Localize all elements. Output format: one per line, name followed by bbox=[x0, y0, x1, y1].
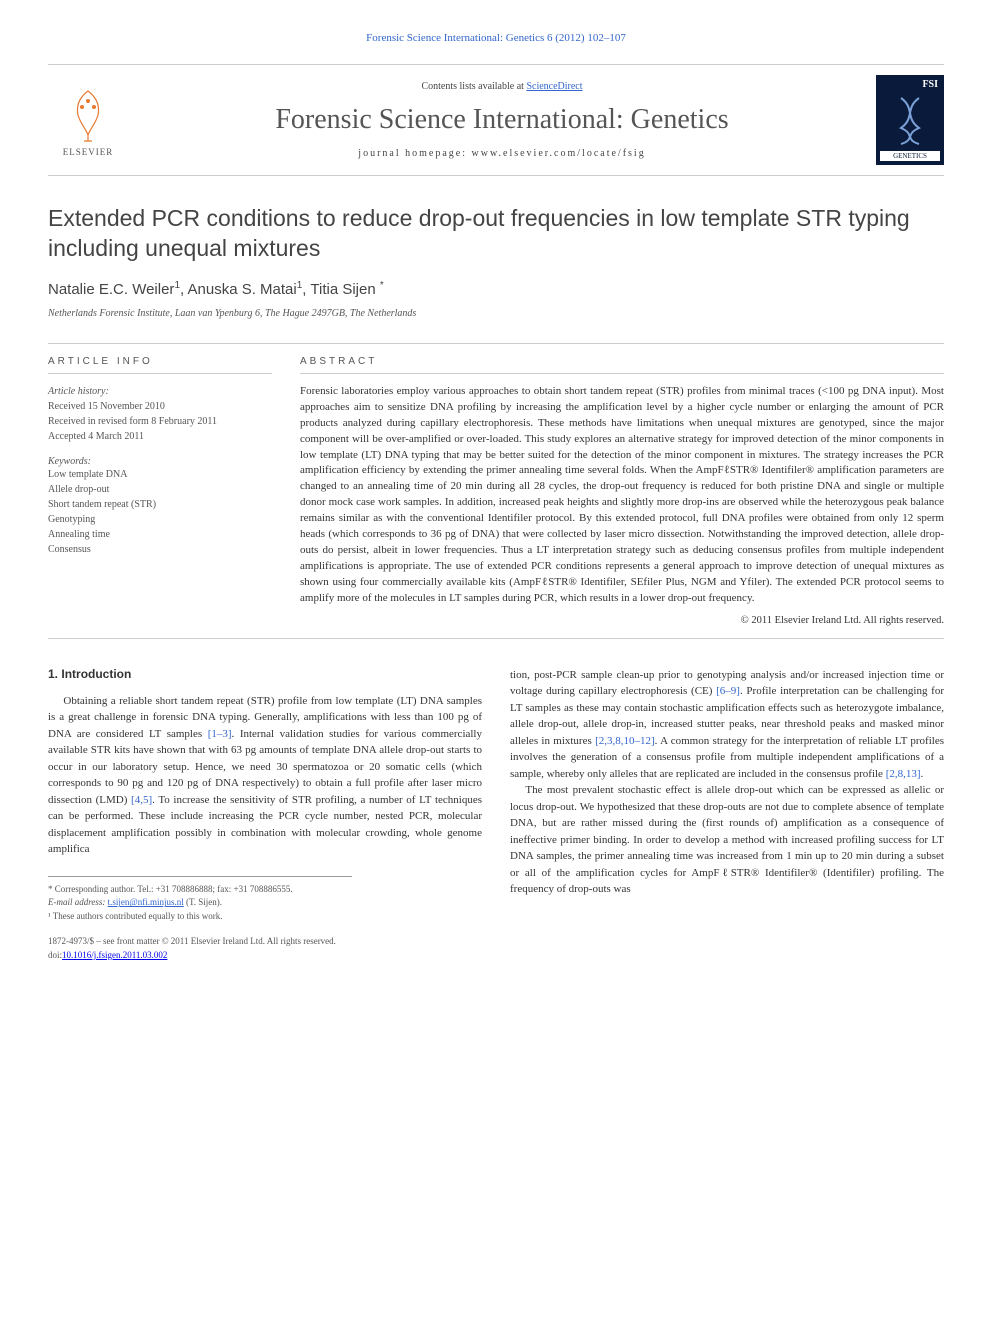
author-3-sup: * bbox=[380, 280, 384, 291]
abstract-heading: ABSTRACT bbox=[300, 356, 944, 374]
info-abstract-row: ARTICLE INFO Article history: Received 1… bbox=[48, 343, 944, 639]
section-heading: 1. Introduction bbox=[48, 667, 482, 681]
history-revised: Received in revised form 8 February 2011 bbox=[48, 414, 272, 429]
citation-link[interactable]: [1–3] bbox=[208, 728, 232, 740]
citation-link[interactable]: [2,8,13] bbox=[886, 768, 921, 780]
keyword-item: Genotyping bbox=[48, 512, 272, 527]
history-label: Article history: bbox=[48, 384, 272, 399]
section-number: 1. bbox=[48, 667, 58, 681]
history-accepted: Accepted 4 March 2011 bbox=[48, 429, 272, 444]
body-right-column: tion, post-PCR sample clean-up prior to … bbox=[510, 667, 944, 963]
article-title: Extended PCR conditions to reduce drop-o… bbox=[48, 204, 944, 264]
email-suffix: (T. Sijen). bbox=[184, 897, 222, 907]
journal-banner: ELSEVIER Contents lists available at Sci… bbox=[48, 64, 944, 176]
abstract-copyright: © 2011 Elsevier Ireland Ltd. All rights … bbox=[300, 615, 944, 626]
keyword-item: Short tandem repeat (STR) bbox=[48, 497, 272, 512]
cover-genetics-label: GENETICS bbox=[880, 151, 940, 161]
author-1: Natalie E.C. Weiler bbox=[48, 281, 174, 298]
paragraph: The most prevalent stochastic effect is … bbox=[510, 782, 944, 898]
cover-fsi-label: FSI bbox=[880, 79, 940, 90]
article-history: Article history: Received 15 November 20… bbox=[48, 384, 272, 444]
body-two-column: 1. Introduction Obtaining a reliable sho… bbox=[48, 667, 944, 963]
doi-line: doi:10.1016/j.fsigen.2011.03.002 bbox=[48, 949, 482, 963]
keyword-item: Consensus bbox=[48, 542, 272, 557]
citation-link[interactable]: [4,5] bbox=[131, 794, 152, 806]
doi-label: doi: bbox=[48, 950, 62, 960]
doi-block: 1872-4973/$ – see front matter © 2011 El… bbox=[48, 935, 482, 962]
keywords-list: Low template DNA Allele drop-out Short t… bbox=[48, 467, 272, 557]
journal-homepage: journal homepage: www.elsevier.com/locat… bbox=[144, 148, 860, 159]
para-text: The most prevalent stochastic effect is … bbox=[510, 784, 944, 895]
doi-link[interactable]: 10.1016/j.fsigen.2011.03.002 bbox=[62, 950, 167, 960]
para-text: . bbox=[921, 768, 924, 780]
sciencedirect-link[interactable]: ScienceDirect bbox=[526, 81, 582, 92]
author-list: Natalie E.C. Weiler1, Anuska S. Matai1, … bbox=[48, 280, 944, 298]
section-title: Introduction bbox=[61, 667, 131, 681]
article-info-column: ARTICLE INFO Article history: Received 1… bbox=[48, 343, 272, 638]
front-matter-line: 1872-4973/$ – see front matter © 2011 El… bbox=[48, 935, 482, 949]
journal-name: Forensic Science International: Genetics bbox=[144, 104, 860, 136]
email-label: E-mail address: bbox=[48, 897, 108, 907]
body-left-column: 1. Introduction Obtaining a reliable sho… bbox=[48, 667, 482, 963]
elsevier-tree-icon bbox=[58, 83, 118, 143]
abstract-text: Forensic laboratories employ various app… bbox=[300, 384, 944, 607]
running-head: Forensic Science International: Genetics… bbox=[48, 32, 944, 44]
author-1-sup: 1 bbox=[174, 280, 180, 291]
contents-prefix: Contents lists available at bbox=[421, 81, 526, 92]
keyword-item: Low template DNA bbox=[48, 467, 272, 482]
author-2-sup: 1 bbox=[297, 280, 303, 291]
keyword-item: Allele drop-out bbox=[48, 482, 272, 497]
citation-link[interactable]: [2,3,8,10–12] bbox=[595, 735, 655, 747]
article-info-heading: ARTICLE INFO bbox=[48, 356, 272, 374]
elsevier-logo: ELSEVIER bbox=[48, 75, 128, 165]
elsevier-wordmark: ELSEVIER bbox=[63, 147, 114, 157]
paragraph: Obtaining a reliable short tandem repeat… bbox=[48, 693, 482, 858]
keywords-label: Keywords: bbox=[48, 456, 272, 467]
citation-link[interactable]: [6–9] bbox=[716, 685, 740, 697]
cover-dna-icon bbox=[895, 96, 925, 146]
author-3: Titia Sijen bbox=[310, 281, 375, 298]
email-link[interactable]: t.sijen@nfi.minjus.nl bbox=[108, 897, 184, 907]
footnotes: * Corresponding author. Tel.: +31 708886… bbox=[48, 876, 352, 924]
affiliation: Netherlands Forensic Institute, Laan van… bbox=[48, 308, 944, 319]
corresponding-author-note: * Corresponding author. Tel.: +31 708886… bbox=[48, 883, 352, 897]
contents-available-line: Contents lists available at ScienceDirec… bbox=[144, 81, 860, 92]
email-line: E-mail address: t.sijen@nfi.minjus.nl (T… bbox=[48, 896, 352, 910]
paragraph: tion, post-PCR sample clean-up prior to … bbox=[510, 667, 944, 783]
keyword-item: Annealing time bbox=[48, 527, 272, 542]
equal-contribution-note: ¹ These authors contributed equally to t… bbox=[48, 910, 352, 924]
banner-center: Contents lists available at ScienceDirec… bbox=[144, 81, 860, 159]
history-received: Received 15 November 2010 bbox=[48, 399, 272, 414]
abstract-column: ABSTRACT Forensic laboratories employ va… bbox=[300, 343, 944, 638]
journal-cover-thumb: FSI GENETICS bbox=[876, 75, 944, 165]
author-2: Anuska S. Matai bbox=[188, 281, 297, 298]
